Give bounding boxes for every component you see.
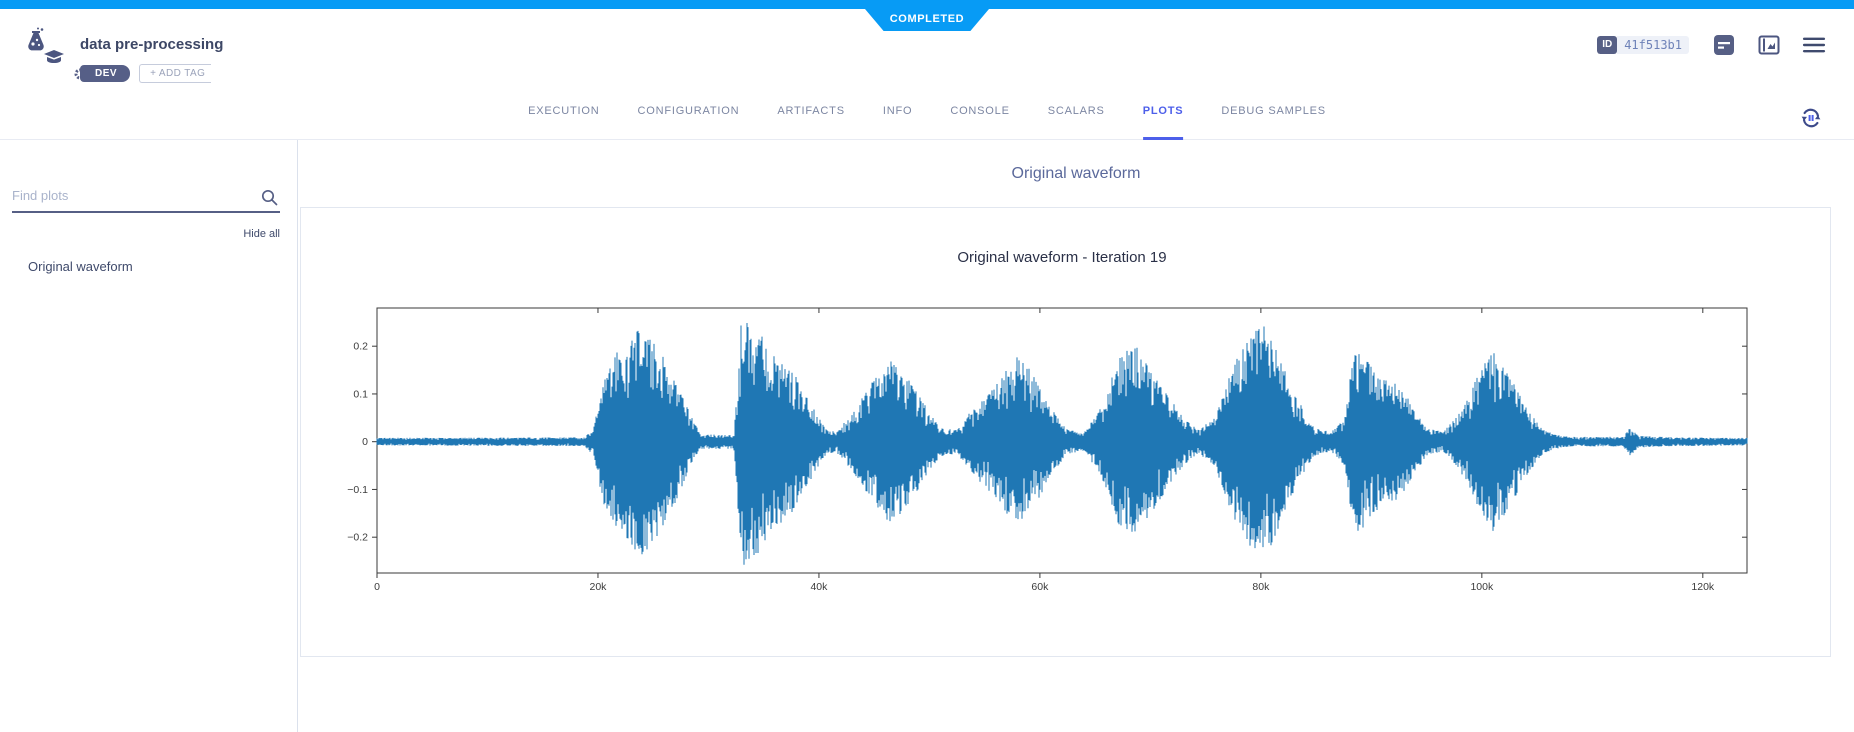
tab-debug-samples[interactable]: DEBUG SAMPLES <box>1221 105 1326 117</box>
y-tick-label: 0.1 <box>353 388 368 400</box>
y-tick-label: −0.2 <box>347 532 368 544</box>
y-tick-label: 0.2 <box>353 341 368 353</box>
menu-icon[interactable] <box>1802 33 1826 57</box>
add-tag-button[interactable]: + ADD TAG <box>139 64 212 83</box>
x-tick-label: 20k <box>589 581 607 593</box>
y-tick-label: 0 <box>362 436 368 448</box>
tab-info[interactable]: INFO <box>882 105 913 117</box>
x-tick-label: 0 <box>374 581 380 593</box>
tab-execution[interactable]: EXECUTION <box>528 105 600 117</box>
id-chip: ID <box>1597 36 1618 54</box>
tab-scalars[interactable]: SCALARS <box>1047 105 1105 117</box>
experiment-flask-icon <box>28 27 64 63</box>
x-tick-label: 40k <box>810 581 828 593</box>
status-ribbon <box>0 0 1854 9</box>
details-view-icon[interactable] <box>1712 33 1736 57</box>
plot-card: Original waveform - Iteration 19 0 20k 40k 6… <box>300 207 1831 657</box>
search-icon <box>261 189 278 206</box>
sidebar-divider <box>297 140 298 732</box>
id-badge: ID 41f513b1 <box>1597 36 1689 54</box>
gear-icon <box>74 68 86 80</box>
header-actions: ID 41f513b1 <box>1597 33 1826 57</box>
plot-list: Original waveform <box>28 255 278 278</box>
x-tick-label: 60k <box>1031 581 1049 593</box>
plot-title: Original waveform - Iteration 19 <box>957 249 1166 266</box>
tab-configuration[interactable]: CONFIGURATION <box>637 105 740 117</box>
waveform-series <box>376 323 1748 565</box>
id-value[interactable]: 41f513b1 <box>1617 36 1689 54</box>
tab-bar-divider <box>0 139 1854 140</box>
plot-list-item[interactable]: Original waveform <box>28 259 133 274</box>
page-title: data pre-processing <box>80 36 224 53</box>
auto-refresh-pause-icon[interactable] <box>1797 104 1825 132</box>
tab-bar: EXECUTION CONFIGURATION ARTIFACTS INFO CONSO… <box>528 94 1326 140</box>
x-tick-label: 80k <box>1252 581 1270 593</box>
hide-all-link[interactable]: Hide all <box>243 228 280 240</box>
x-tick-label: 100k <box>1470 581 1494 593</box>
y-tick-label: −0.1 <box>347 484 368 496</box>
tab-artifacts[interactable]: ARTIFACTS <box>777 105 845 117</box>
search-input[interactable] <box>12 183 250 208</box>
tag-dev[interactable]: DEV <box>74 65 131 82</box>
tags-row: DEV + ADD TAG <box>74 64 212 83</box>
tab-console[interactable]: CONSOLE <box>950 105 1010 117</box>
tab-plots[interactable]: PLOTS <box>1142 94 1184 140</box>
split-view-chart-icon[interactable] <box>1757 33 1781 57</box>
plot-search <box>12 183 280 213</box>
plot-group-title: Original waveform <box>1011 165 1141 182</box>
tag-label: DEV <box>95 68 118 79</box>
waveform-plot-canvas[interactable]: Original waveform - Iteration 19 0 20k 40k 6… <box>301 208 1830 656</box>
x-tick-label: 120k <box>1691 581 1715 593</box>
status-badge: COMPLETED <box>865 9 989 31</box>
